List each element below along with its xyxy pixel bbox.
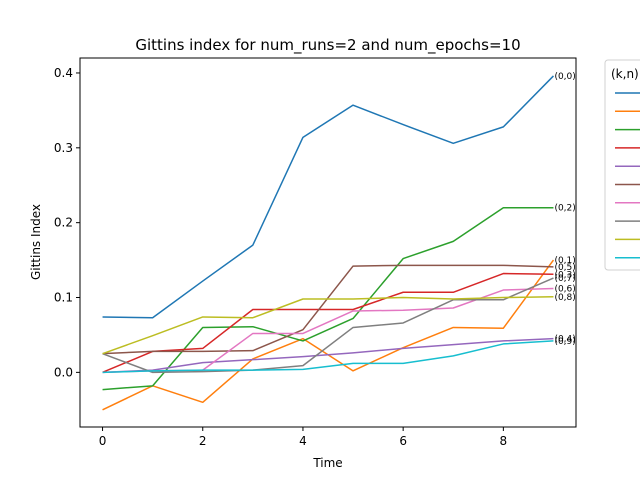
end-label-2: (0,2): [554, 204, 575, 214]
x-tick-label-1: 2: [199, 434, 207, 448]
series-line-5: [102, 264, 554, 355]
series-line-9: [102, 340, 554, 374]
legend-title: (k,n): [611, 67, 639, 81]
end-label-9: (0,9): [554, 337, 575, 347]
plot-frame: [79, 57, 577, 428]
end-label-3: (0,3): [554, 270, 575, 280]
y-tick-label-3: 0.3: [54, 141, 73, 155]
x-axis-ticks: 0 2 4 6 8: [99, 427, 507, 448]
end-label-6: (0,6): [554, 285, 575, 295]
legend-items: [615, 92, 640, 259]
end-label-layer: (0,0) (0,1) (0,2) (0,3) (0,4) (0,5) (0,6)(0,7)…: [554, 72, 575, 347]
end-label-5: (0,5): [554, 263, 575, 273]
y-tick-label-4: 0.4: [54, 66, 73, 80]
y-tick-label-2: 0.2: [54, 216, 73, 230]
series-line-0: [102, 75, 554, 319]
x-tick-label-4: 8: [500, 434, 508, 448]
end-label-4: (0,4): [554, 335, 575, 345]
x-tick-label-2: 4: [299, 434, 307, 448]
end-label-1: (0,1): [554, 256, 575, 266]
series-line-3: [102, 272, 554, 374]
series-line-7: [102, 277, 554, 374]
end-label-8: (0,8): [554, 293, 575, 303]
y-tick-label-0: 0.0: [54, 365, 73, 379]
y-axis-ticks: 0.0 0.1 0.2 0.3 0.4: [54, 66, 80, 379]
x-axis-label: Time: [312, 456, 342, 470]
series-line-8: [102, 296, 554, 355]
y-tick-label-1: 0.1: [54, 291, 73, 305]
y-axis-label: Gittins Index: [29, 204, 43, 280]
x-tick-label-0: 0: [99, 434, 107, 448]
series-line-1: [102, 259, 555, 411]
series-line-4: [102, 337, 554, 374]
series-layer: [102, 75, 555, 411]
end-label-0: (0,0): [554, 72, 575, 82]
end-label-7: (0,7): [554, 274, 575, 284]
legend: (k,n): [604, 59, 640, 271]
legend-box: [604, 59, 640, 271]
x-tick-label-3: 6: [399, 434, 407, 448]
series-line-2: [102, 206, 554, 391]
chart-title: Gittins index for num_runs=2 and num_epo…: [135, 36, 520, 55]
